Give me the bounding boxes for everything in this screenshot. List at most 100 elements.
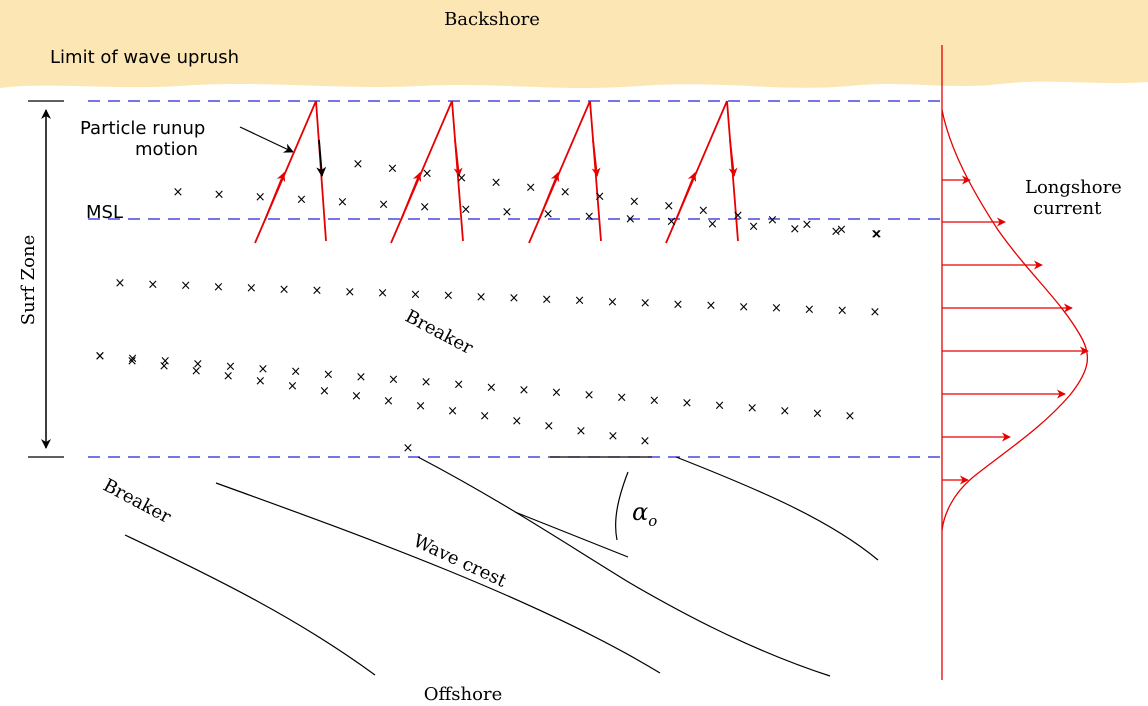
x-mark: × <box>279 282 290 297</box>
wave-crests <box>124 456 879 677</box>
x-mark: × <box>127 352 138 367</box>
x-mark: × <box>551 386 562 401</box>
x-mark: × <box>801 218 812 233</box>
x-mark: × <box>560 185 571 200</box>
runup-arrow-4 <box>665 100 739 244</box>
x-mark: × <box>214 188 225 203</box>
x-mark: × <box>323 367 334 382</box>
x-mark: × <box>213 280 224 295</box>
x-mark: × <box>747 401 758 416</box>
x-mark: × <box>649 393 660 408</box>
x-mark: × <box>508 291 519 306</box>
alpha-angle-arc <box>615 471 629 541</box>
x-mark: × <box>574 294 585 309</box>
x-mark: × <box>479 409 490 424</box>
x-mark: × <box>575 424 586 439</box>
breaker-x-marks: × × × × × × × × × × × × × × × × × × × × × × × × × × × × × × × × × × × × × × × ×… <box>95 157 883 456</box>
particle-runup-label: Particle runup <box>80 118 205 139</box>
x-mark: × <box>422 166 433 181</box>
x-mark: × <box>714 399 725 414</box>
x-mark: × <box>443 289 454 304</box>
x-mark: × <box>453 378 464 393</box>
x-mark: × <box>476 290 487 305</box>
x-mark: × <box>337 195 348 210</box>
longshore-current-label-2: current <box>1033 198 1102 219</box>
x-mark: × <box>383 394 394 409</box>
x-mark: × <box>460 202 471 217</box>
x-mark: × <box>191 364 202 379</box>
x-mark: × <box>616 391 627 406</box>
particle-motion-label: motion <box>135 139 198 160</box>
x-mark: × <box>871 227 882 242</box>
x-mark: × <box>355 370 366 385</box>
x-mark: × <box>812 406 823 421</box>
x-mark: × <box>698 204 709 219</box>
x-mark: × <box>845 409 856 424</box>
x-mark: × <box>344 285 355 300</box>
surf-zone-dimension <box>28 100 64 458</box>
x-mark: × <box>290 365 301 380</box>
surf-zone-label: Surf Zone <box>18 235 39 326</box>
x-mark: × <box>403 441 414 456</box>
wave-crest-3 <box>417 456 831 677</box>
x-mark: × <box>95 349 106 364</box>
current-velocity-arrows <box>942 175 1089 485</box>
x-mark: × <box>640 296 651 311</box>
x-mark: × <box>511 414 522 429</box>
x-mark: × <box>353 157 364 172</box>
x-mark: × <box>258 362 269 377</box>
x-mark: × <box>732 208 743 223</box>
water-level-lines <box>88 100 942 458</box>
x-mark: × <box>491 176 502 191</box>
longshore-current-profile <box>941 109 1089 531</box>
x-mark: × <box>748 220 759 235</box>
x-mark: × <box>223 369 234 384</box>
x-mark: × <box>707 217 718 232</box>
x-mark: × <box>159 359 170 374</box>
x-mark: × <box>666 215 677 230</box>
breaker-lower-label: Breaker <box>100 475 175 528</box>
x-mark: × <box>319 384 330 399</box>
x-mark: × <box>419 200 430 215</box>
x-mark: × <box>779 404 790 419</box>
x-mark: × <box>225 359 236 374</box>
x-mark: × <box>584 210 595 225</box>
x-mark: × <box>387 162 398 177</box>
uprush-limit-label: Limit of wave uprush <box>50 47 239 68</box>
x-mark: × <box>287 379 298 394</box>
breaker-upper-label: Breaker <box>402 306 477 359</box>
x-mark: × <box>95 349 106 364</box>
x-mark: × <box>584 388 595 403</box>
x-mark: × <box>180 279 191 294</box>
x-mark: × <box>312 284 323 299</box>
x-mark: × <box>625 212 636 227</box>
crest-direction-line <box>514 511 629 558</box>
x-mark: × <box>837 304 848 319</box>
x-mark: × <box>486 380 497 395</box>
x-mark: × <box>246 281 257 296</box>
x-mark: × <box>870 305 881 320</box>
runup-arrow-2 <box>390 100 464 244</box>
wave-crest-1 <box>124 534 376 676</box>
x-mark: × <box>543 419 554 434</box>
x-mark: × <box>771 301 782 316</box>
x-mark: × <box>543 207 554 222</box>
x-mark: × <box>351 389 362 404</box>
x-mark: × <box>456 171 467 186</box>
x-mark: × <box>738 300 749 315</box>
x-mark: × <box>663 199 674 214</box>
x-mark: × <box>789 222 800 237</box>
x-mark: × <box>767 213 778 228</box>
x-mark: × <box>705 299 716 314</box>
x-mark: × <box>804 303 815 318</box>
longshore-current-label-1: Longshore <box>1025 177 1122 198</box>
x-mark: × <box>173 185 184 200</box>
runup-arrow-3 <box>528 100 602 244</box>
x-mark: × <box>541 292 552 307</box>
wave-crest-4 <box>675 456 879 561</box>
x-mark: × <box>378 197 389 212</box>
backshore-band <box>0 0 1148 88</box>
x-mark: × <box>607 295 618 310</box>
x-mark: × <box>501 205 512 220</box>
